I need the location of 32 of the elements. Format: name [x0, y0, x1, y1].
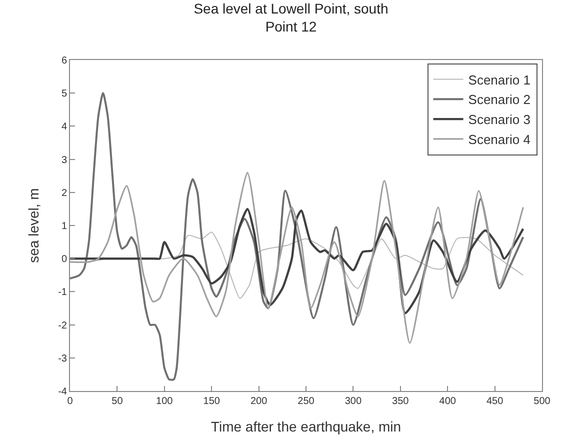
y-tick-label: 6 [61, 56, 68, 66]
y-tick-label: 5 [61, 88, 68, 100]
y-tick-label: 2 [61, 188, 68, 199]
x-tick-label: 350 [392, 396, 410, 407]
x-tick-label: 100 [156, 396, 174, 407]
legend-label: Scenario 3 [468, 112, 530, 128]
x-tick-label: 200 [250, 396, 268, 407]
x-tick-label: 150 [203, 396, 220, 407]
x-tick-label: 300 [344, 396, 362, 407]
legend-label: Scenario 2 [468, 92, 530, 108]
y-tick-label: 0 [61, 254, 68, 266]
y-tick-label: -1 [58, 287, 68, 298]
y-tick-label: -2 [58, 320, 68, 332]
line-series [70, 208, 524, 314]
y-tick-label: -4 [58, 386, 68, 398]
chart-title: Sea level at Lowell Point, south [194, 0, 388, 16]
x-tick-label: 250 [298, 396, 315, 407]
chart-subtitle: Point 12 [265, 18, 317, 35]
x-axis-title: Time after the earthquake, min [210, 418, 402, 434]
y-tick-label: 1 [61, 221, 68, 232]
line-series [70, 92, 524, 380]
x-tick-label: 400 [439, 396, 456, 407]
y-tick-label: 3 [61, 154, 68, 166]
legend-label: Scenario 4 [468, 132, 530, 148]
y-tick-label: 4 [61, 122, 68, 133]
legend-label: Scenario 1 [468, 72, 530, 88]
x-tick-label: 500 [534, 396, 551, 407]
line-series [70, 172, 524, 344]
y-tick-label: -3 [58, 353, 68, 364]
y-axis-title: sea level, m [26, 188, 42, 263]
x-tick-label: 450 [486, 396, 504, 407]
x-tick-label: 50 [112, 396, 124, 407]
